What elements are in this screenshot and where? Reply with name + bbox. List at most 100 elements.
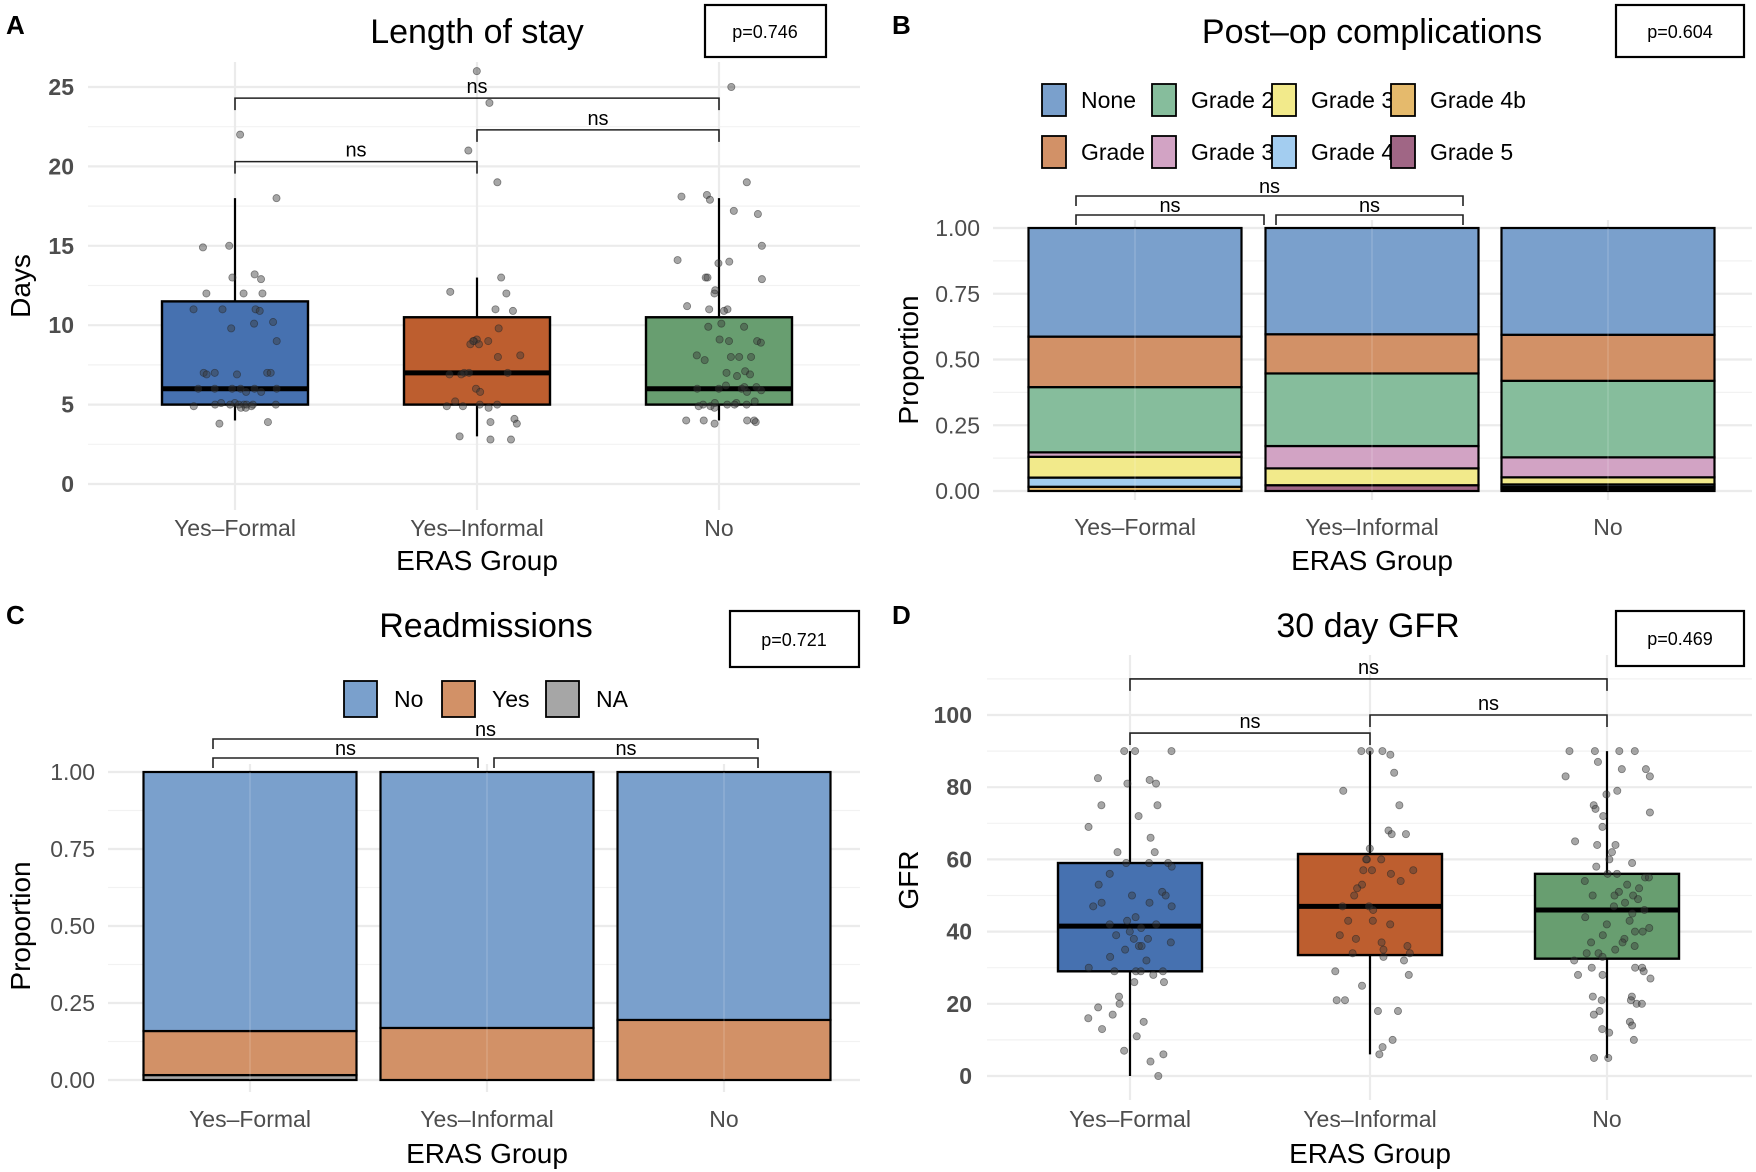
significance-bracket: ns: [1075, 195, 1265, 225]
data-point: [250, 384, 259, 393]
panel-c-x-tick-labels: Yes–Formal Yes–Informal No: [189, 1106, 739, 1132]
panel-a-marks: [160, 67, 794, 444]
panel-a-p-value: p=0.746: [732, 22, 798, 42]
data-point: [673, 256, 682, 265]
bar-segment-no: [142, 770, 358, 1033]
data-point: [1626, 996, 1635, 1005]
significance-bracket: ns: [1129, 711, 1371, 746]
data-point: [1604, 1053, 1613, 1062]
boxplot-2: [644, 198, 794, 421]
data-point: [757, 386, 766, 395]
data-point: [1587, 963, 1596, 972]
data-point: [1331, 967, 1340, 976]
y-tick-label: 0.50: [50, 913, 95, 939]
y-tick-label: 0: [61, 471, 74, 497]
data-point: [703, 273, 712, 282]
panel-b-y-axis-title: Proportion: [893, 295, 924, 424]
panel-c-letter: C: [6, 600, 25, 630]
panel-d-y-tick-labels: 0 20 40 60 80 100: [934, 702, 972, 1089]
data-point: [1377, 855, 1386, 864]
data-point: [1405, 949, 1414, 958]
jitter-points-0: [1084, 747, 1176, 1081]
data-point: [1598, 952, 1607, 961]
panel-a-significance-brackets: ns ns ns: [234, 76, 720, 174]
data-point: [719, 306, 728, 315]
legend-label: Yes: [492, 686, 530, 712]
data-point: [475, 400, 484, 409]
data-point: [1365, 844, 1374, 853]
data-point: [710, 403, 719, 412]
data-point: [1344, 916, 1353, 925]
data-point: [1098, 1025, 1107, 1034]
data-point: [1593, 757, 1602, 766]
panel-c-legend: No Yes NA: [343, 680, 629, 718]
significance-label: ns: [466, 76, 487, 98]
data-point: [1159, 978, 1168, 987]
data-point: [1396, 877, 1405, 886]
data-point: [228, 384, 237, 393]
data-point: [700, 356, 709, 365]
y-tick-label: 0.25: [935, 412, 980, 438]
panel-a-gridlines: [88, 62, 860, 510]
legend-swatch: [1271, 135, 1297, 169]
data-point: [1630, 942, 1639, 951]
x-tick-label: Yes–Informal: [1303, 1106, 1436, 1132]
data-point: [1603, 869, 1612, 878]
y-tick-label: 0: [959, 1063, 972, 1089]
data-point: [729, 206, 738, 215]
data-point: [189, 305, 198, 314]
panel-a-x-tick-labels: Yes–Formal Yes–Informal No: [174, 515, 734, 541]
legend-swatch: [343, 680, 378, 718]
panel-d-letter: D: [892, 600, 911, 630]
data-point: [694, 402, 703, 411]
data-point: [751, 418, 760, 427]
jitter-points-1: [1331, 747, 1418, 1059]
data-point: [1641, 765, 1650, 774]
data-point: [1571, 837, 1580, 846]
significance-bracket: ns: [212, 719, 759, 749]
data-point: [241, 403, 250, 412]
panel-c-significance-brackets: ns ns ns: [212, 719, 759, 768]
panel-d-significance-brackets: ns ns ns: [1129, 657, 1608, 746]
y-tick-label: 25: [48, 74, 74, 100]
bar-segment-grade-1: [1027, 335, 1243, 389]
x-tick-label: Yes–Formal: [189, 1106, 311, 1132]
data-point: [508, 306, 517, 315]
data-point: [1628, 1021, 1637, 1030]
significance-label: ns: [615, 738, 636, 760]
data-point: [1592, 862, 1601, 871]
data-point: [710, 419, 719, 428]
data-point: [1645, 923, 1654, 932]
legend-swatch: [1390, 83, 1416, 117]
panel-b-title: Post–op complications: [1202, 13, 1542, 51]
data-point: [266, 368, 275, 377]
data-point: [677, 192, 686, 201]
data-point: [486, 435, 495, 444]
data-point: [1644, 873, 1653, 882]
iqr-box: [1056, 861, 1204, 973]
jitter-points-0: [189, 130, 281, 428]
data-point: [251, 305, 260, 314]
data-point: [1150, 848, 1159, 857]
iqr-box: [1533, 872, 1681, 960]
x-tick-label: Yes–Informal: [420, 1106, 553, 1132]
panel-d-y-axis-title: GFR: [893, 850, 924, 909]
data-point: [446, 287, 455, 296]
data-point: [1390, 768, 1399, 777]
panel-a-p-value-box: p=0.746: [703, 3, 828, 59]
data-point: [1167, 862, 1176, 871]
significance-label: ns: [1239, 711, 1260, 733]
panel-b-letter: B: [892, 10, 911, 40]
bar-segment-no: [379, 770, 595, 1030]
legend-swatch: [1390, 135, 1416, 169]
data-point: [1113, 848, 1122, 857]
data-point: [486, 418, 495, 427]
data-point: [226, 400, 235, 409]
data-point: [272, 194, 281, 203]
data-point: [1379, 952, 1388, 961]
data-point: [1395, 801, 1404, 810]
data-point: [1609, 902, 1618, 911]
legend-item: Grade 3b: [1271, 83, 1407, 117]
data-point: [747, 352, 756, 361]
